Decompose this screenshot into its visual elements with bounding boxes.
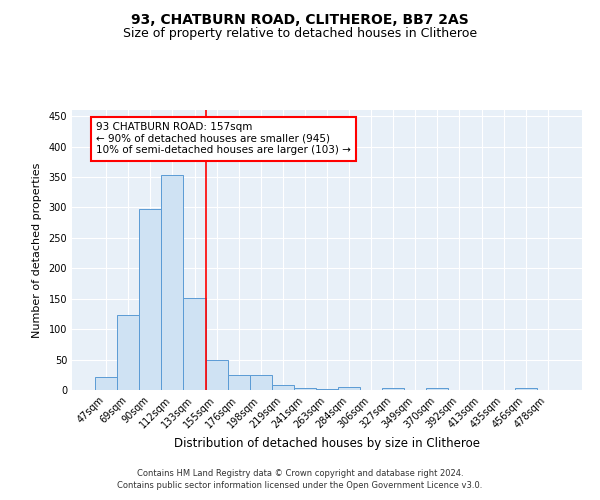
Bar [382, 388, 404, 390]
Bar [139, 208, 161, 390]
Bar [227, 376, 250, 390]
Bar [515, 388, 537, 390]
Bar [161, 174, 184, 390]
Bar [316, 389, 338, 390]
Y-axis label: Number of detached properties: Number of detached properties [32, 162, 41, 338]
X-axis label: Distribution of detached houses by size in Clitheroe: Distribution of detached houses by size … [174, 436, 480, 450]
Bar [272, 385, 294, 390]
Text: 93 CHATBURN ROAD: 157sqm
← 90% of detached houses are smaller (945)
10% of semi-: 93 CHATBURN ROAD: 157sqm ← 90% of detach… [96, 122, 351, 156]
Bar [250, 376, 272, 390]
Bar [206, 360, 227, 390]
Text: Contains HM Land Registry data © Crown copyright and database right 2024.: Contains HM Land Registry data © Crown c… [137, 468, 463, 477]
Bar [117, 314, 139, 390]
Text: 93, CHATBURN ROAD, CLITHEROE, BB7 2AS: 93, CHATBURN ROAD, CLITHEROE, BB7 2AS [131, 12, 469, 26]
Bar [184, 298, 206, 390]
Text: Size of property relative to detached houses in Clitheroe: Size of property relative to detached ho… [123, 28, 477, 40]
Text: Contains public sector information licensed under the Open Government Licence v3: Contains public sector information licen… [118, 481, 482, 490]
Bar [427, 388, 448, 390]
Bar [294, 388, 316, 390]
Bar [338, 387, 360, 390]
Bar [95, 376, 117, 390]
